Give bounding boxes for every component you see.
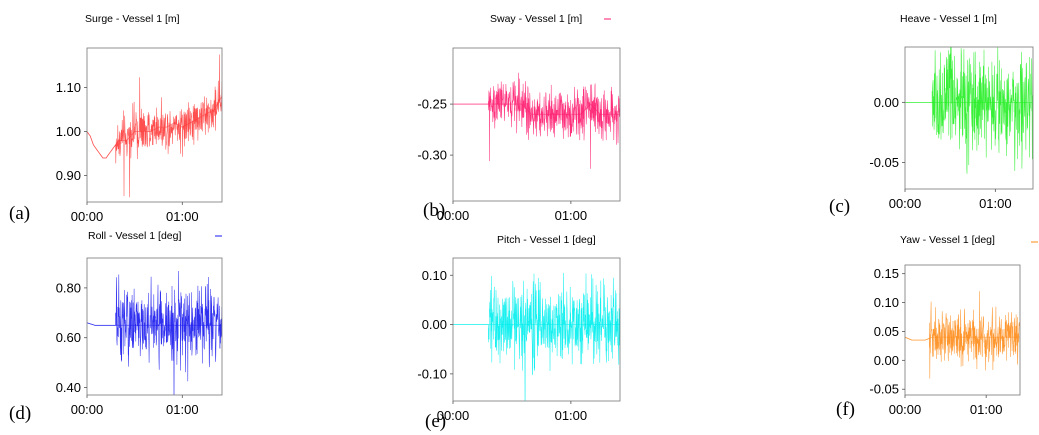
sway-plot-frame <box>452 47 621 202</box>
roll-chart: Roll - Vessel 1 [deg] 0.40 0.60 0.80 00:00 01… <box>56 230 223 417</box>
sway-mean-line <box>453 103 620 115</box>
yaw-xtick-label: 00:00 <box>889 402 922 417</box>
surge-mean-line <box>87 96 222 159</box>
roll-series-line <box>87 270 222 395</box>
surge-xtick-label: 01:00 <box>166 209 199 224</box>
yaw-panel-label: (f) <box>836 399 855 420</box>
sway-ytick-label: -0.25 <box>417 97 447 112</box>
surge-ytick-label: 1.00 <box>56 124 81 139</box>
yaw-xtick-label: 01:00 <box>970 402 1003 417</box>
pitch-chart: Pitch - Vessel 1 [deg] 0.10 0.00 -0.10 00:00… <box>417 234 621 423</box>
heave-chart: Heave - Vessel 1 [m] 0.00 -0.05 00:00 01:00 <box>869 13 1034 211</box>
pitch-xtick-label: 01:00 <box>555 408 588 423</box>
surge-xtick-label: 00:00 <box>71 209 104 224</box>
surge-chart: Surge - Vessel 1 [m] 0.90 1.00 1.10 00:00 01:… <box>56 13 223 224</box>
sway-xtick-label: 01:00 <box>555 208 588 223</box>
pitch-panel-label: (e) <box>425 411 447 432</box>
pitch-xtick-label: 00:00 <box>437 408 470 423</box>
roll-xtick-label: 01:00 <box>166 402 199 417</box>
yaw-mean-line <box>905 336 1020 341</box>
yaw-ytick-label: 0.00 <box>874 353 899 368</box>
heave-xtick-label: 01:00 <box>979 196 1012 211</box>
roll-ytick-label: 0.60 <box>56 330 81 345</box>
roll-chart-title: Roll - Vessel 1 [deg] <box>88 230 181 242</box>
sway-chart-title: Sway - Vessel 1 [m] <box>490 13 582 25</box>
heave-xtick-label: 00:00 <box>889 196 922 211</box>
roll-panel-label: (d) <box>9 403 32 424</box>
surge-panel-label: (a) <box>9 203 31 224</box>
pitch-chart-title: Pitch - Vessel 1 [deg] <box>497 234 596 246</box>
roll-mean-line <box>87 322 222 326</box>
surge-series-line <box>87 54 222 198</box>
yaw-chart: Yaw - Vessel 1 [deg] 0.15 0.10 0.05 0.00 -0.0… <box>869 234 1038 417</box>
heave-ytick-label: 0.00 <box>874 95 899 110</box>
pitch-plot-frame <box>452 257 621 402</box>
sway-panel-label: (b) <box>423 200 446 221</box>
yaw-series-line <box>905 291 1020 379</box>
yaw-ytick-label: -0.05 <box>869 382 899 397</box>
roll-xtick-label: 00:00 <box>71 402 104 417</box>
sway-ytick-label: -0.30 <box>417 148 447 163</box>
roll-ytick-label: 0.80 <box>56 280 81 295</box>
yaw-chart-title: Yaw - Vessel 1 [deg] <box>900 234 995 246</box>
surge-chart-title: Surge - Vessel 1 [m] <box>85 13 180 25</box>
heave-plot-frame <box>904 46 1034 190</box>
surge-ytick-label: 0.90 <box>56 168 81 183</box>
surge-ytick-label: 1.10 <box>56 80 81 95</box>
heave-panel-label: (c) <box>829 196 851 217</box>
pitch-ytick-label: 0.00 <box>422 317 447 332</box>
yaw-ytick-label: 0.10 <box>874 295 899 310</box>
heave-series-line <box>905 47 1033 174</box>
sway-series-line <box>453 72 620 169</box>
roll-plot-frame <box>86 257 223 396</box>
pitch-series-line <box>453 272 620 401</box>
sway-chart: Sway - Vessel 1 [m] -0.25 -0.30 00:00 01:00 <box>417 13 621 223</box>
yaw-ytick-label: 0.15 <box>874 266 899 281</box>
pitch-ytick-label: 0.10 <box>422 268 447 283</box>
yaw-plot-frame <box>904 264 1021 396</box>
heave-ytick-label: -0.05 <box>869 155 899 170</box>
roll-ytick-label: 0.40 <box>56 380 81 395</box>
surge-plot-frame <box>86 47 223 203</box>
pitch-ytick-label: -0.10 <box>417 366 447 381</box>
yaw-ytick-label: 0.05 <box>874 324 899 339</box>
heave-chart-title: Heave - Vessel 1 [m] <box>900 13 997 25</box>
sway-xtick-label: 00:00 <box>437 208 470 223</box>
